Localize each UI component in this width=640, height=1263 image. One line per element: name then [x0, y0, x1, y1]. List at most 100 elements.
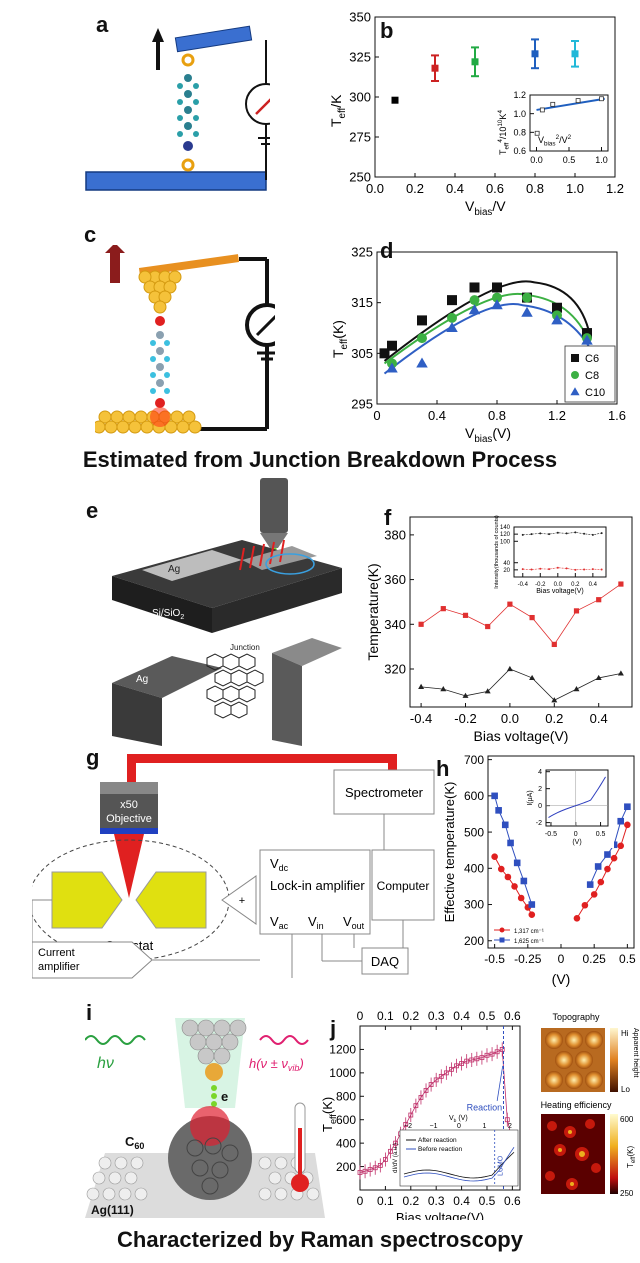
b-inset-xtick-label: 0.0 — [530, 155, 543, 165]
panel-label-d: d — [380, 238, 394, 263]
label-hv: hν — [97, 1055, 114, 1072]
d-xtick-label: 0.8 — [488, 408, 506, 423]
b-ylabel: Teff/K — [328, 94, 348, 127]
f-marker — [484, 688, 491, 694]
f-inset-marker — [574, 531, 577, 534]
f-xtick-label: -0.2 — [454, 711, 476, 726]
j-marker — [418, 1095, 424, 1100]
h-ytick-label: 400 — [464, 862, 484, 876]
label-electron: e — [221, 1089, 228, 1104]
f-inset-marker — [600, 532, 603, 535]
h-marker — [491, 853, 498, 861]
ammeter-icon — [245, 83, 270, 125]
b-inset-xtick-label: 0.5 — [563, 155, 576, 165]
b-inset-ytick-label: 1.2 — [513, 90, 526, 100]
b-ytick-label: 325 — [349, 50, 371, 65]
j-inset-after-curve — [403, 1151, 515, 1179]
chart-b: 0.0 0.2 0.4 0.6 0.8 1.0 1.2 250 275 300 325 350 Vbia… — [328, 10, 624, 215]
gold-surface — [95, 410, 202, 434]
h-marker — [624, 821, 631, 829]
b-inset-marker — [575, 98, 581, 103]
d-marker — [521, 306, 533, 317]
f-xtick-label: 0.4 — [590, 711, 608, 726]
h-marker — [497, 865, 505, 873]
summing-amp-icon — [221, 875, 257, 925]
b-data-point — [431, 54, 439, 82]
d-legend-label: C10 — [585, 387, 605, 399]
f-inset-xtick-label: -0.2 — [535, 582, 546, 588]
h-xtick-label: -0.5 — [484, 952, 505, 966]
f-xlabel: Bias voltage(V) — [474, 728, 569, 744]
j-marker — [388, 1148, 393, 1154]
electric-field-arrows — [239, 539, 285, 571]
scattered-photon-icon — [259, 1035, 309, 1045]
j-xtick-label: 0.4 — [453, 1194, 470, 1208]
j-xtick-label: 0.3 — [428, 1194, 445, 1208]
heating-title: Heating efficiency — [541, 1100, 612, 1110]
d-marker — [387, 340, 397, 351]
b-xtick-label: 0.4 — [446, 181, 464, 196]
b-xtick-label: 1.2 — [606, 181, 624, 196]
b-inset-marker — [534, 130, 540, 136]
ammeter-icon — [245, 303, 275, 347]
b-inset-ylabel: Teff4/1010K4 — [497, 110, 511, 155]
b-data-point — [531, 38, 539, 70]
b-xlabel: Vbias/V — [465, 198, 506, 215]
h-xtick-label: 0.5 — [619, 952, 636, 966]
incident-photon-icon — [85, 1035, 146, 1045]
f-inset-marker — [591, 533, 594, 536]
chart-h: -0.5 -0.25 0 0.25 0.52003004005006007001,317… — [442, 753, 636, 987]
amp-plus: + — [239, 895, 245, 907]
lockin-vac: Vac — [270, 914, 289, 931]
h-marker — [597, 878, 605, 886]
anchor-atom-bottom — [181, 158, 195, 172]
teff-colorbar-label: Teff(K) — [626, 1146, 637, 1168]
d-legend-label: C6 — [585, 353, 599, 365]
j-inset-before-curve — [403, 1147, 515, 1182]
panel-label-a: a — [96, 12, 109, 37]
f-marker — [440, 606, 446, 612]
b-inset-xlabel: Vbias2/V2 — [538, 134, 572, 148]
f-inset-marker — [556, 531, 559, 534]
j-inset-xtick-label: 0 — [457, 1123, 461, 1130]
f-marker — [595, 674, 602, 681]
chart-f: -0.4 -0.2 0.0 0.2 0.4 320 340 360 380 Bias voltag… — [365, 515, 633, 744]
caption-raman: Characterized by Raman spectroscopy — [117, 1227, 523, 1252]
d-marker — [551, 314, 563, 325]
j-inset-xlabel: Vb (V) — [449, 1115, 468, 1124]
j-xtick-label: 0.6 — [504, 1194, 521, 1208]
d-xtick-label: 0.4 — [428, 408, 446, 423]
f-inset-marker — [565, 567, 568, 570]
h-inset-xtick-label: 0.5 — [596, 831, 606, 838]
junction-schematic-c — [95, 245, 275, 434]
j-top-tick-label: 0.6 — [504, 1009, 521, 1023]
f-marker — [573, 685, 580, 692]
f-inset-marker — [556, 566, 559, 569]
h-inset-xtick-label: 0 — [574, 831, 578, 838]
d-legend-marker — [571, 354, 579, 362]
h-marker — [604, 865, 611, 873]
f-inset-xtick-label: 0.2 — [571, 582, 580, 588]
b-marker — [431, 64, 439, 72]
f-inset-xtick-label: 0.4 — [589, 582, 598, 588]
h-marker — [586, 881, 594, 888]
f-inset-ylabel: Intensity(thousands of counts) — [494, 515, 500, 589]
h-ytick-label: 200 — [464, 934, 484, 948]
h-marker — [513, 859, 521, 867]
f-marker — [506, 665, 513, 672]
electrode-left — [51, 871, 123, 929]
lockin-vdc: Vdc — [270, 856, 289, 873]
objective-cap — [100, 782, 158, 794]
label-ag111: Ag(111) — [91, 1203, 134, 1217]
f-inset-marker — [583, 532, 586, 535]
f-inset-marker — [548, 568, 551, 571]
j-marker — [464, 1058, 470, 1064]
j-inset-legend-label: Before reaction — [418, 1146, 462, 1153]
h-marker — [528, 911, 536, 918]
f-marker — [529, 614, 535, 621]
panel-label-f: f — [384, 505, 392, 530]
j-reaction-arrow — [496, 1065, 504, 1102]
f-series-line — [421, 668, 621, 701]
d-series-C10 — [386, 299, 593, 373]
d-marker — [468, 304, 481, 315]
